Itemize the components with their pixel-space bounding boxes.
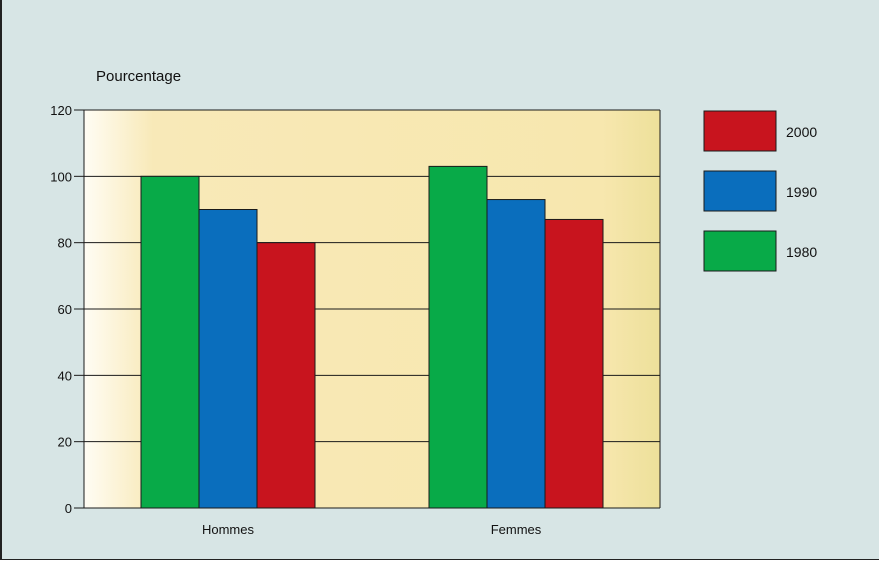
y-tick-label: 20 xyxy=(58,435,72,450)
bar-1980-femmes xyxy=(428,165,488,509)
y-tick-label: 40 xyxy=(58,368,72,383)
y-tick-label: 60 xyxy=(58,302,72,317)
bottom-margin xyxy=(0,560,879,569)
frame-bottom-border xyxy=(0,559,879,560)
y-tick-label: 80 xyxy=(58,236,72,251)
legend-label-2000: 2000 xyxy=(786,124,817,140)
bar-1990-femmes xyxy=(486,199,546,509)
x-tick-label: Femmes xyxy=(491,522,542,537)
legend-swatch-2000 xyxy=(703,110,777,152)
bar-2000-femmes xyxy=(544,218,604,509)
frame-left-border xyxy=(0,0,2,560)
y-tick-label: 100 xyxy=(50,169,72,184)
legend-label-1980: 1980 xyxy=(786,244,817,260)
legend-swatch-1990 xyxy=(703,170,777,212)
bar-1980-hommes xyxy=(140,175,200,509)
y-tick-label: 0 xyxy=(65,501,72,516)
y-tick-label: 120 xyxy=(50,103,72,118)
bar-2000-hommes xyxy=(256,242,316,509)
legend-swatch-1980 xyxy=(703,230,777,272)
legend-label-1990: 1990 xyxy=(786,184,817,200)
x-tick-label: Hommes xyxy=(202,522,255,537)
y-axis-label: Pourcentage xyxy=(96,68,182,85)
bar-1990-hommes xyxy=(198,209,258,509)
